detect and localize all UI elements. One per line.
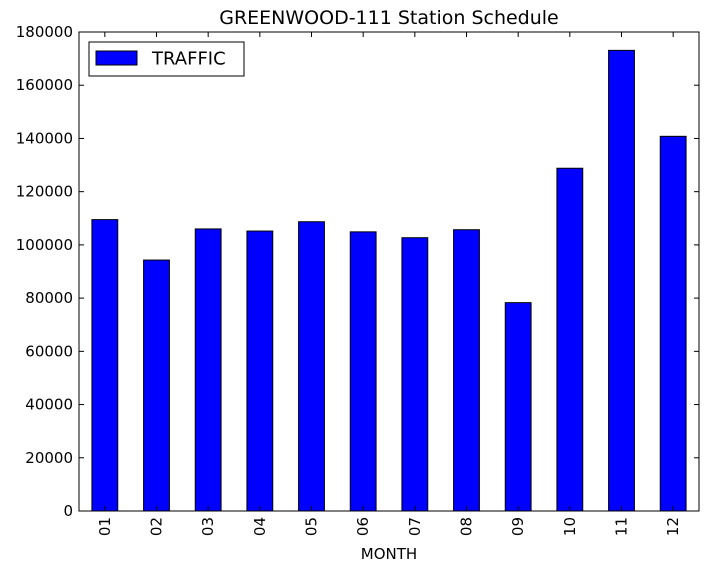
bar-08	[453, 229, 480, 512]
y-tick-label: 100000	[16, 236, 73, 254]
y-tick-label: 80000	[25, 289, 73, 307]
bar-11	[608, 49, 635, 512]
x-tick-label: 09	[509, 517, 527, 536]
plot-frame	[78, 31, 700, 512]
y-tick-label: 120000	[16, 183, 73, 201]
legend-swatch	[95, 50, 138, 66]
x-tick-label: 05	[303, 517, 321, 536]
bar-05	[298, 221, 325, 512]
bar-03	[194, 228, 222, 512]
x-tick-label: 03	[199, 517, 217, 536]
y-tick-label: 180000	[16, 23, 73, 41]
bar-09	[504, 302, 532, 512]
x-tick-label: 10	[561, 517, 579, 536]
bar-12	[659, 135, 687, 512]
y-tick-label: 20000	[25, 449, 73, 467]
bar-10	[556, 167, 584, 512]
legend-label: TRAFFIC	[151, 49, 226, 70]
y-tick-label: 0	[63, 502, 73, 520]
x-tick-label: 11	[613, 517, 631, 536]
bar-06	[349, 231, 377, 512]
y-tick-label: 40000	[25, 396, 73, 414]
x-tick-label: 01	[96, 517, 114, 536]
y-axis: 0 20000 40000 60000 80000 100000 120000 140000 1…	[16, 23, 699, 520]
bars-layer	[91, 49, 687, 512]
bar-01	[91, 219, 119, 512]
bar-04	[246, 230, 274, 512]
y-tick-label: 140000	[16, 129, 73, 147]
bar-07	[401, 237, 429, 512]
x-tick-label: 08	[458, 517, 476, 536]
y-tick-label: 160000	[16, 76, 73, 94]
x-axis-label: MONTH	[361, 545, 417, 563]
chart-title: GREENWOOD-111 Station Schedule	[219, 7, 559, 29]
x-tick-label: 02	[148, 517, 166, 536]
bar-02	[143, 259, 170, 512]
y-tick-label: 60000	[25, 342, 73, 360]
x-tick-label: 06	[354, 517, 372, 536]
x-tick-label: 07	[406, 517, 424, 536]
legend: TRAFFIC	[88, 41, 245, 77]
x-axis: 01 02 03 04 05 06 07 08 09 10 11 12	[96, 32, 682, 536]
x-tick-label: 12	[664, 517, 682, 536]
x-tick-label: 04	[251, 517, 269, 536]
